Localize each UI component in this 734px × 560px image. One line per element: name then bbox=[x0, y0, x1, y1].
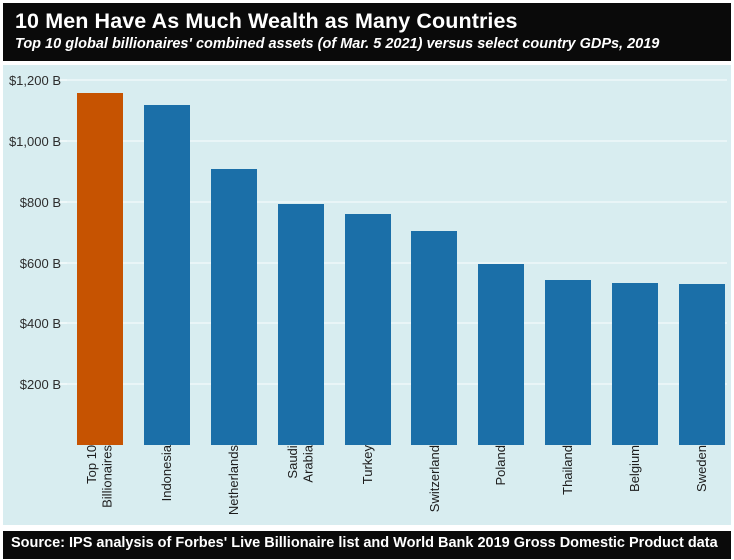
x-label-indonesia: Indonesia bbox=[159, 445, 175, 502]
y-tick-label: $800 B bbox=[19, 195, 61, 211]
bar-holder bbox=[478, 73, 525, 446]
y-tick-mark bbox=[60, 383, 67, 386]
bar-holder bbox=[678, 73, 725, 446]
bar-holder bbox=[77, 73, 123, 446]
chart-header: 10 Men Have As Much Wealth as Many Count… bbox=[3, 3, 731, 62]
plot-area: Top 10 Billionaires Indonesia Netherlands S… bbox=[60, 73, 727, 525]
x-label-holder: Sweden bbox=[694, 445, 710, 525]
bar-column-turkey: Turkey bbox=[344, 73, 391, 525]
gridline bbox=[67, 201, 727, 204]
x-label-holder: Belgium bbox=[627, 445, 643, 525]
bar-column-saudi-arabia: Saudi Arabia bbox=[277, 73, 324, 525]
bar-holder bbox=[411, 73, 458, 446]
bar-column-top-10-billionaires: Top 10 Billionaires bbox=[77, 73, 123, 525]
gridline bbox=[67, 383, 727, 386]
y-tick-label: $600 B bbox=[19, 256, 61, 272]
gridline bbox=[67, 140, 727, 143]
x-label-holder: Indonesia bbox=[159, 445, 175, 525]
x-label-sweden: Sweden bbox=[694, 445, 710, 493]
bar-column-sweden: Sweden bbox=[678, 73, 725, 525]
chart-subtitle: Top 10 global billionaires' combined ass… bbox=[15, 35, 660, 52]
x-label-belgium: Belgium bbox=[627, 445, 643, 493]
bar-turkey bbox=[344, 214, 391, 446]
chart-title: 10 Men Have As Much Wealth as Many Count… bbox=[15, 9, 518, 33]
bar-holder bbox=[143, 73, 190, 446]
x-label-thailand: Thailand bbox=[560, 445, 576, 496]
bar-chart: $200 B $400 B $600 B $800 B $1,000 B $1,200 B… bbox=[3, 65, 731, 526]
x-label-switzerland: Switzerland bbox=[426, 445, 442, 513]
bar-switzerland bbox=[411, 231, 458, 446]
y-tick-mark bbox=[60, 79, 67, 82]
x-label-turkey: Turkey bbox=[359, 445, 375, 485]
bar-column-belgium: Belgium bbox=[612, 73, 658, 525]
y-axis: $200 B $400 B $600 B $800 B $1,000 B $1,200 B bbox=[3, 73, 67, 445]
y-tick-label: $1,200 B bbox=[8, 73, 61, 89]
chart-footer: Source: IPS analysis of Forbes' Live Bil… bbox=[3, 531, 731, 559]
bar-holder bbox=[210, 73, 257, 446]
bar-poland bbox=[478, 264, 525, 446]
x-label-holder: Switzerland bbox=[427, 445, 443, 525]
bar-columns: Top 10 Billionaires Indonesia Netherlands S… bbox=[67, 73, 727, 525]
x-label-poland: Poland bbox=[493, 445, 509, 486]
bar-column-poland: Poland bbox=[478, 73, 525, 525]
y-tick-mark bbox=[60, 262, 67, 265]
bar-netherlands bbox=[210, 169, 257, 446]
bar-holder bbox=[277, 73, 324, 446]
gridline bbox=[67, 79, 727, 82]
bar-column-netherlands: Netherlands bbox=[210, 73, 257, 525]
x-label-holder: Top 10 Billionaires bbox=[84, 445, 115, 525]
bar-belgium bbox=[612, 283, 658, 446]
gridline bbox=[67, 262, 727, 265]
bar-column-switzerland: Switzerland bbox=[411, 73, 458, 525]
y-tick-label: $400 B bbox=[19, 316, 61, 332]
x-label-holder: Poland bbox=[493, 445, 509, 525]
bar-holder bbox=[612, 73, 658, 446]
bar-thailand bbox=[545, 280, 592, 446]
y-tick-label: $200 B bbox=[19, 377, 61, 393]
y-tick-label: $1,000 B bbox=[8, 134, 61, 150]
bar-holder bbox=[545, 73, 592, 446]
bar-column-thailand: Thailand bbox=[545, 73, 592, 525]
grid-layer bbox=[60, 73, 727, 445]
bar-indonesia bbox=[143, 105, 190, 446]
x-label-holder: Netherlands bbox=[226, 445, 242, 525]
y-tick-mark bbox=[60, 140, 67, 143]
bar-sweden bbox=[678, 284, 725, 446]
x-label-saudi-arabia: Saudi Arabia bbox=[285, 445, 316, 483]
x-label-holder: Saudi Arabia bbox=[285, 445, 316, 525]
x-label-holder: Thailand bbox=[560, 445, 576, 525]
y-tick-mark bbox=[60, 201, 67, 204]
gridline bbox=[67, 322, 727, 325]
x-label-netherlands: Netherlands bbox=[225, 445, 241, 516]
bar-column-indonesia: Indonesia bbox=[143, 73, 190, 525]
y-tick-mark bbox=[60, 322, 67, 325]
source-note: Source: IPS analysis of Forbes' Live Bil… bbox=[11, 535, 718, 552]
x-label-top-10-billionaires: Top 10 Billionaires bbox=[84, 445, 115, 509]
bar-saudi-arabia bbox=[277, 204, 324, 446]
bar-top-10-billionaires bbox=[77, 93, 123, 446]
bar-holder bbox=[344, 73, 391, 446]
x-label-holder: Turkey bbox=[360, 445, 376, 525]
